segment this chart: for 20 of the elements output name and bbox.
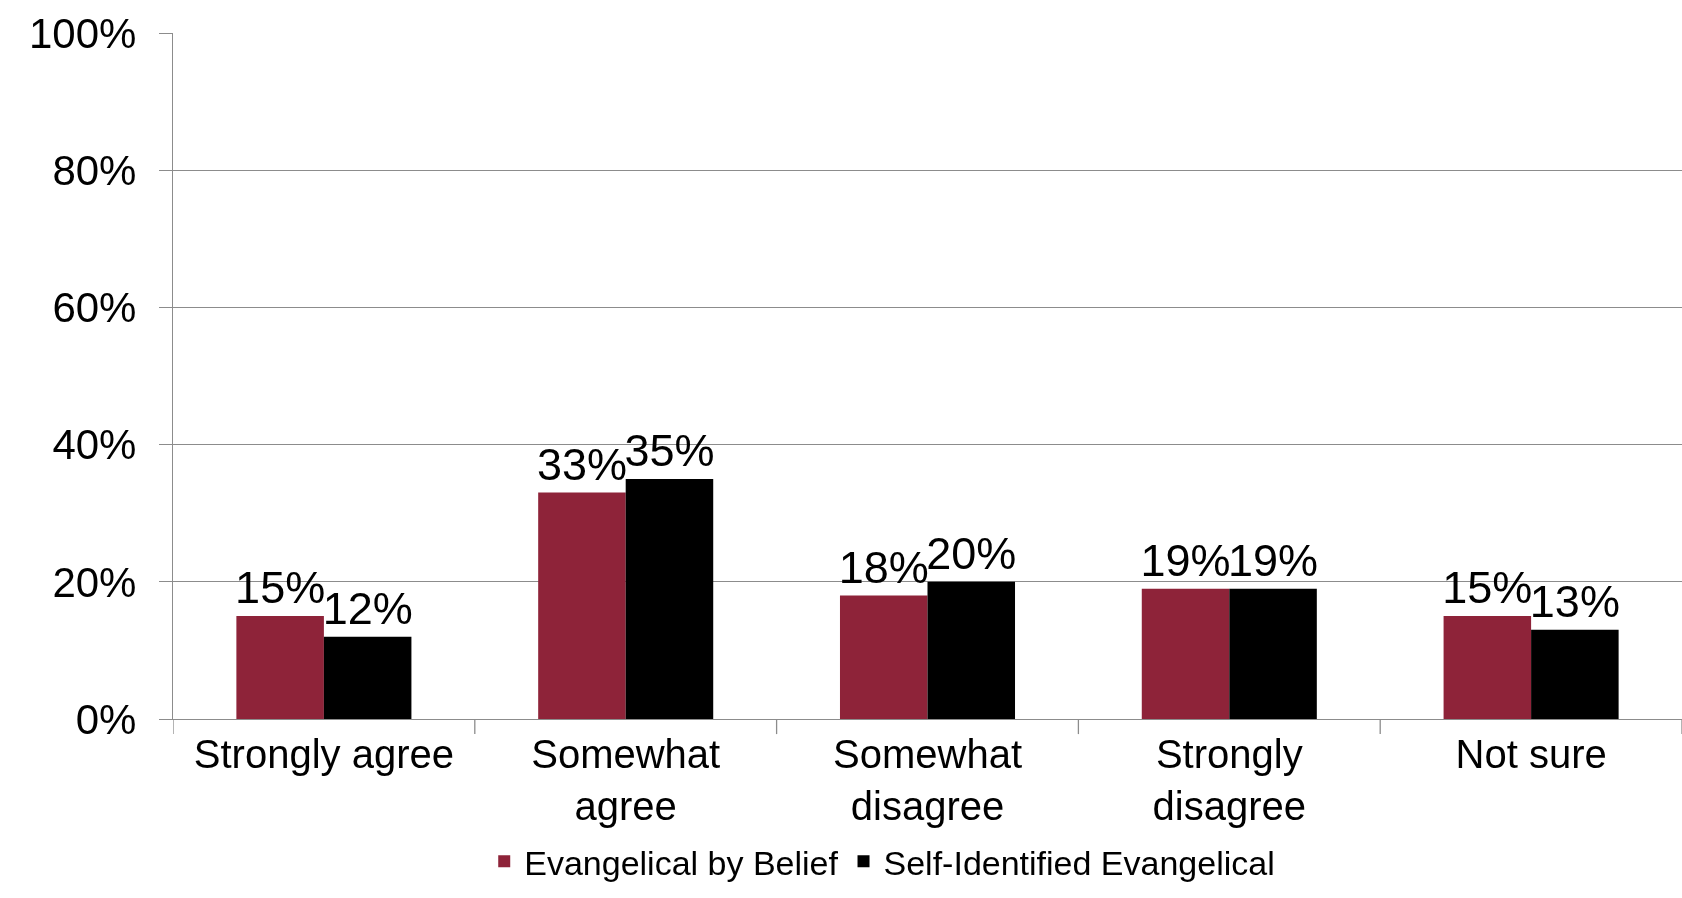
data-label: 19% bbox=[1228, 534, 1319, 586]
legend-label: Self-Identified Evangelical bbox=[883, 843, 1275, 882]
y-tick-label: 20% bbox=[52, 558, 137, 606]
x-tick-label: Somewhat agree bbox=[531, 732, 721, 829]
x-tick-label: Not sure bbox=[1455, 732, 1607, 777]
data-label: 15% bbox=[1442, 562, 1533, 614]
x-tick-label: Strongly agree bbox=[193, 732, 454, 777]
y-tick-label: 100% bbox=[29, 9, 137, 57]
data-label: 18% bbox=[838, 541, 929, 593]
legend-label: Evangelical by Belief bbox=[524, 843, 839, 882]
x-tick-label: Somewhat disagree bbox=[833, 732, 1022, 829]
data-label: 19% bbox=[1140, 534, 1231, 586]
data-label: 20% bbox=[926, 527, 1017, 579]
y-tick-label: 0% bbox=[75, 695, 137, 743]
y-tick-label: 80% bbox=[52, 146, 137, 194]
y-tick-label: 40% bbox=[52, 421, 137, 469]
data-label: 15% bbox=[235, 562, 326, 614]
x-tick-label: Strongly disagree bbox=[1152, 732, 1307, 829]
y-tick-label: 60% bbox=[52, 284, 137, 332]
data-label: 33% bbox=[536, 438, 627, 490]
